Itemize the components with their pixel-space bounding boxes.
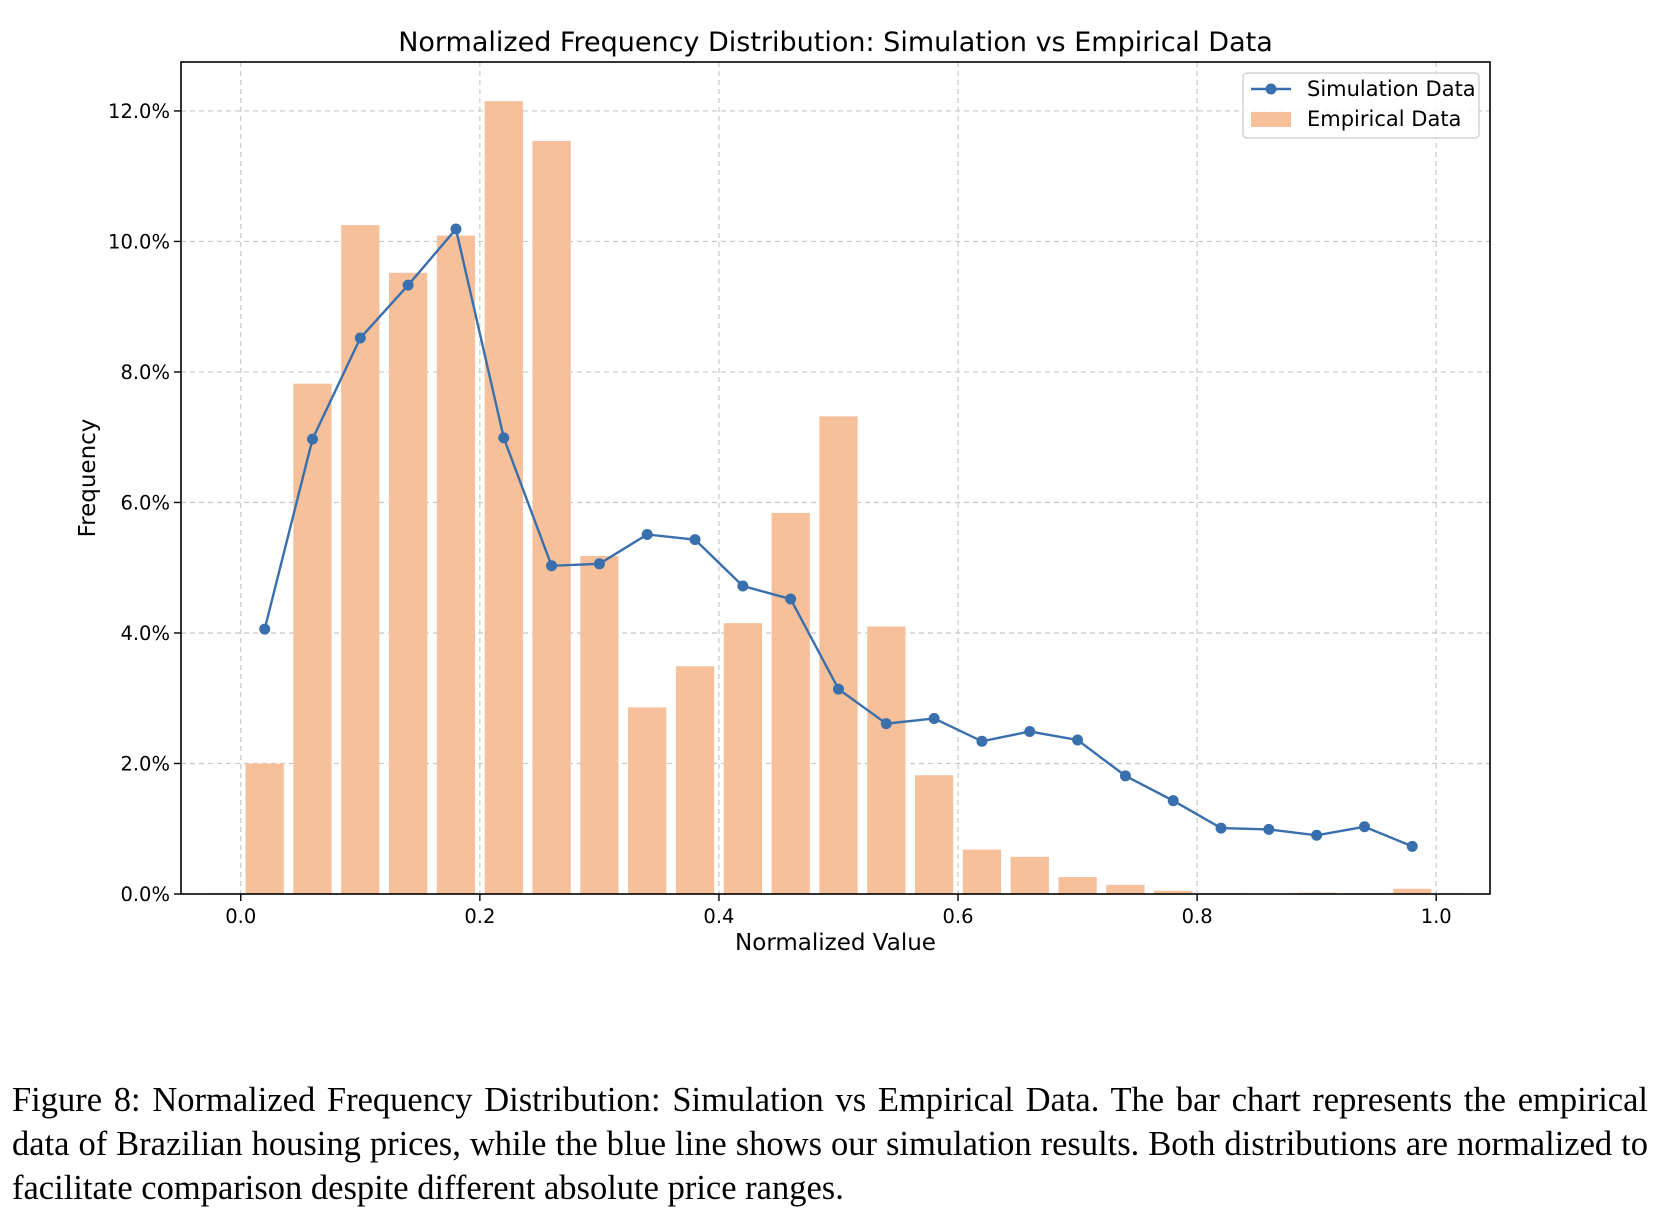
y-tick-label: 6.0%	[120, 491, 170, 514]
simulation-point	[1072, 734, 1084, 746]
x-tick-label: 0.6	[943, 905, 974, 928]
y-tick-label: 10.0%	[108, 230, 170, 253]
simulation-point	[737, 580, 749, 592]
x-tick-label: 0.0	[225, 905, 256, 928]
bar-empirical	[389, 272, 428, 895]
y-tick-label: 2.0%	[120, 752, 170, 775]
y-tick-label: 4.0%	[120, 622, 170, 645]
simulation-point	[450, 223, 462, 235]
simulation-point	[976, 735, 988, 747]
simulation-point	[928, 712, 940, 724]
simulation-point	[593, 558, 605, 570]
bar-empirical	[1010, 856, 1049, 894]
legend-line-marker	[1265, 83, 1277, 95]
simulation-point	[1024, 726, 1036, 738]
bar-empirical	[293, 383, 332, 894]
simulation-point	[689, 534, 701, 546]
x-tick-label: 0.8	[1182, 905, 1213, 928]
bar-empirical	[1106, 884, 1145, 894]
simulation-point	[498, 432, 510, 444]
legend: Simulation Data Empirical Data	[1242, 72, 1480, 139]
x-axis-label: Normalized Value	[735, 930, 936, 956]
simulation-point	[1406, 840, 1418, 852]
bar-empirical	[245, 763, 284, 894]
simulation-point	[354, 332, 366, 344]
chart: 0.0 0.2 0.4 0.6 0.8 1.0 0.0% 2.0% 4.0% 6.0% 8.0% 10…	[75, 27, 1491, 956]
chart-title: Normalized Frequency Distribution: Simul…	[398, 27, 1273, 58]
simulation-point	[1263, 823, 1275, 835]
simulation-point	[546, 560, 558, 572]
bar-empirical	[532, 140, 571, 894]
bar-empirical	[1393, 888, 1432, 894]
legend-bar-swatch	[1251, 112, 1291, 127]
bar-empirical	[819, 416, 858, 894]
bar-empirical	[723, 623, 762, 894]
bar-empirical	[436, 235, 476, 895]
bar-empirical	[628, 707, 667, 894]
simulation-point	[402, 279, 414, 291]
bar-empirical	[484, 101, 523, 894]
y-axis-label: Frequency	[75, 419, 101, 538]
simulation-point	[641, 528, 653, 540]
plot-frame	[180, 61, 1491, 895]
simulation-point	[259, 623, 271, 635]
bar-empirical	[771, 512, 810, 894]
legend-label-empirical: Empirical Data	[1307, 107, 1461, 131]
axes: 0.0 0.2 0.4 0.6 0.8 1.0 0.0% 2.0% 4.0% 6.0% 8.0% 10…	[108, 61, 1491, 928]
bar-empirical	[580, 555, 619, 894]
empirical-bars	[245, 101, 1432, 895]
bar-empirical	[675, 666, 715, 894]
x-tick-label: 0.4	[703, 905, 734, 928]
simulation-point	[1119, 770, 1131, 782]
simulation-point	[1215, 822, 1227, 834]
legend-box	[1242, 72, 1480, 139]
legend-label-simulation: Simulation Data	[1307, 77, 1476, 101]
simulation-point	[306, 433, 318, 445]
bar-empirical	[1058, 877, 1097, 894]
bar-empirical	[962, 849, 1002, 894]
bar-empirical	[867, 626, 906, 894]
y-tick-label: 12.0%	[108, 100, 170, 123]
bar-empirical	[914, 775, 954, 894]
simulation-point	[1311, 829, 1323, 841]
bar-empirical	[1154, 890, 1193, 894]
x-tick-label: 1.0	[1421, 905, 1452, 928]
simulation-point	[1167, 795, 1179, 807]
x-tick-label: 0.2	[464, 905, 495, 928]
figure-caption: Figure 8: Normalized Frequency Distribut…	[12, 1081, 1648, 1207]
simulation-point	[880, 718, 892, 730]
y-tick-label: 0.0%	[120, 883, 170, 906]
bar-empirical	[341, 225, 380, 894]
y-tick-label: 8.0%	[120, 361, 170, 384]
simulation-point	[1358, 821, 1370, 833]
simulation-point	[785, 593, 797, 605]
simulation-point	[832, 683, 844, 695]
simulation-line	[259, 223, 1418, 852]
